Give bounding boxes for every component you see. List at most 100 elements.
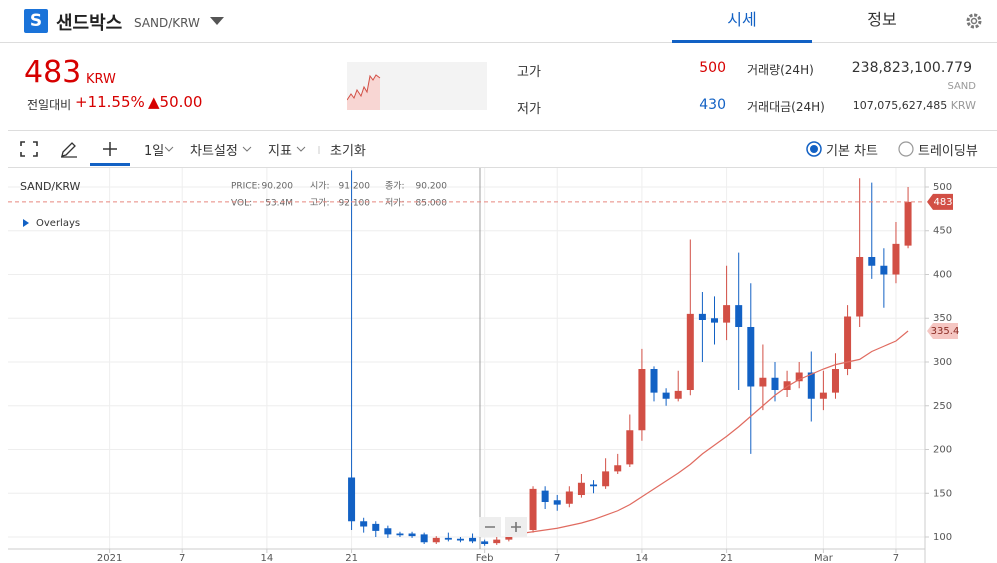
info-value: 90.200 [262,182,294,192]
candle-body [481,541,489,545]
candle-body [880,265,888,275]
candle-body [408,533,416,537]
candle-body [759,377,767,387]
info-value: 92.100 [339,199,371,209]
x-tick-label: Feb [476,553,494,563]
candle-body [747,326,755,387]
candle-body [698,313,706,320]
currency: KRW [86,72,116,87]
value-unit: KRW [950,99,976,112]
candle-body [384,528,392,535]
info-value: 85.000 [416,199,448,209]
value: 107,075,627,485 KRW [820,99,976,112]
y-tick-label: 150 [933,488,952,499]
candle-body [553,500,561,505]
x-tick-label: 14 [636,553,649,563]
candle-body [771,377,779,391]
candle-body [807,372,815,399]
legend-label: SAND/KRW [20,180,81,193]
candle-body [529,488,537,531]
candle-body [577,482,585,496]
candle-body [493,539,501,544]
interval[interactable]: 1일 [144,144,165,159]
candle-body [831,369,839,393]
price: 483 [24,55,82,90]
high-label: 고가 [517,65,541,80]
price-tag-label: 483 [933,197,952,208]
candle-body [432,537,440,543]
candle-body [892,243,900,275]
chart-type[interactable]: 트레이딩뷰 [918,144,978,159]
zoom-icons [485,522,521,532]
fullscreen-icon[interactable] [20,141,38,157]
tab[interactable]: 정보 [867,10,897,29]
dropdown-icon[interactable] [210,17,224,26]
x-tick-label: 7 [179,553,185,563]
candle-body [456,538,464,541]
x-tick-label: 7 [893,553,899,563]
candle-body [686,313,694,391]
high: 500 [699,60,726,76]
candle-body [711,318,719,323]
info-value: 90.200 [416,182,448,192]
volume-label: 거래량(24H) [747,63,814,77]
logo: S [24,9,48,33]
candle-body [614,465,622,472]
overlays[interactable]: Overlays [36,218,80,229]
volume: 238,823,100.779 [851,60,972,76]
chart-settings[interactable]: 차트설정 [190,144,238,159]
candle-body [590,484,598,487]
reset[interactable]: 초기화 [330,144,366,159]
crosshair-tool[interactable] [90,132,130,166]
change-rate: +11.55% [75,93,145,111]
info-label: 고가: [310,198,330,209]
candle-body [783,381,791,391]
candle-body [674,390,682,399]
draw-icon[interactable] [60,140,78,158]
candle-body [662,392,670,399]
candle-body [795,372,803,382]
radio-group[interactable] [806,140,916,158]
y-tick-label: 250 [933,401,952,412]
overlays-icon[interactable] [23,219,29,227]
candle-body [638,369,646,431]
y-tick-label: 100 [933,532,952,543]
info-label: PRICE: [231,182,260,192]
plot-area [8,168,925,549]
candle-body [819,392,827,399]
x-tick-label: 21 [720,553,733,563]
candle-body [541,490,549,503]
info-label: VOL: [231,199,252,209]
x-tick-label: Mar [814,553,834,563]
change-amount: ▲50.00 [148,93,203,111]
candle-body [469,537,477,542]
info-value: 91.200 [339,182,371,192]
y-tick-label: 400 [933,269,952,280]
info-value: 53.4M [265,199,293,209]
candle-body [602,471,610,487]
indicators[interactable]: 지표 [268,144,292,159]
coin-title: 샌드박스 [56,13,123,34]
info-label: 종가: [385,181,405,192]
ma-tag-label: 335.4 [931,326,960,337]
candle-body [348,477,356,522]
ma-tag [927,323,958,340]
chart-type[interactable]: 기본 차트 [826,144,878,159]
settings-icon[interactable] [964,11,984,31]
candle-body [372,523,380,531]
candle-body [396,533,404,536]
x-tick-label: 2021 [97,553,122,563]
candle-body [904,201,912,246]
sparkline [347,62,487,110]
change-label: 전일대비 [27,98,72,112]
toolbar [8,130,997,168]
candle-body [856,256,864,317]
x-tick-label: 14 [261,553,274,563]
candle-body [444,537,452,540]
candle-body [868,256,876,266]
dropdown-arrows [165,146,320,154]
candle-body [735,305,743,327]
tab[interactable]: 시세 [672,0,812,43]
y-tick-label: 350 [933,313,952,324]
